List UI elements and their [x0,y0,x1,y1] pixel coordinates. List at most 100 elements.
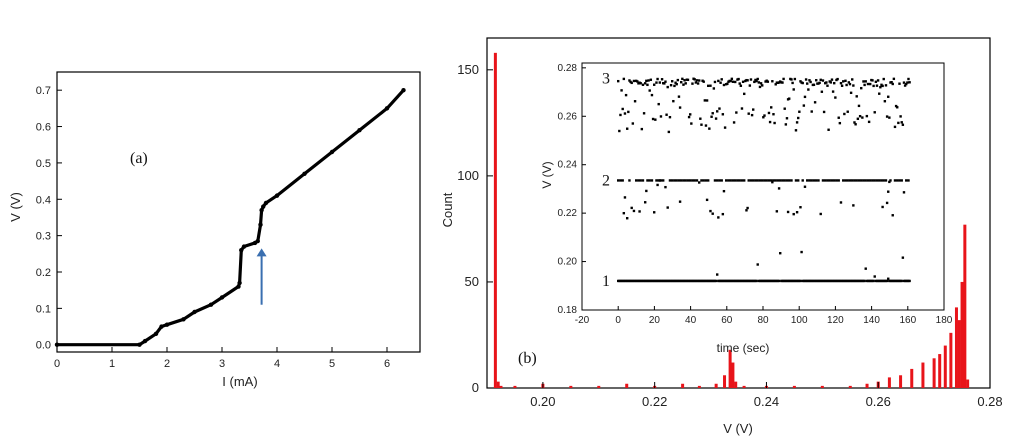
inset-data-point [781,179,784,182]
inset-data-point [624,93,628,97]
inset-data-point [684,179,687,182]
inset-data-point [648,179,651,182]
inset-data-point [716,273,719,276]
panel-a-data-point [181,317,186,322]
panel-b-histogram-bar [569,385,573,388]
inset-data-point [664,185,667,189]
inset-data-point [774,179,777,182]
inset-data-point [785,117,789,120]
inset-data-point [890,81,893,84]
panel-a-data-point [164,322,170,327]
inset-data-point [808,179,811,182]
inset-data-point [838,121,842,125]
inset-data-point [756,77,759,81]
panel-a-data-point [142,338,148,344]
inset-data-point [646,179,649,182]
panel-a-data-point [357,127,362,133]
inset-data-point [756,263,759,266]
inset-data-point [740,179,744,182]
inset-data-point [695,179,699,182]
panel-a-y-tick-label: 0.7 [36,85,51,97]
inset-data-point [702,80,705,83]
inset-data-point [731,80,735,83]
panel-a-data-point [153,331,159,337]
inset-data-point [673,179,676,182]
inset-data-point [640,127,644,131]
inset-data-point [799,279,802,283]
inset-data-point [633,100,637,103]
inset-data-point [619,113,622,117]
inset-data-point [781,81,784,84]
inset-data-point [747,112,750,115]
inset-data-point [818,81,821,85]
inset-data-point [907,77,910,81]
inset-data-point [848,82,852,86]
inset-data-point [790,78,793,81]
inset-data-point [843,112,846,116]
inset-data-point [792,88,795,91]
inset-data-point [771,180,774,184]
inset-data-point [810,179,813,182]
panel-a-data-point [261,204,266,209]
inset-data-point [821,79,825,82]
inset-data-point [854,123,857,126]
inset-scatter-points [617,77,911,283]
panel-a-chart: 0 1 2 3 4 5 6 0.0 0.1 0.2 0.3 0.4 0.5 0.6 0.7 (a) I (… [8,71,421,389]
inset-data-point [806,179,809,182]
inset-y-tick-label: 0.26 [558,111,578,122]
inset-data-point [621,179,624,182]
panel-a-y-axis-title: V (V) [8,192,23,222]
inset-data-point [666,206,669,209]
inset-data-point [825,81,828,84]
inset-x-tick-label: 20 [649,315,661,326]
inset-data-point [815,79,818,82]
inset-data-point [666,85,669,89]
panel-b-histogram-bar [681,383,685,388]
inset-data-point [881,205,884,209]
panel-a-y-tick-label: 0.6 [36,122,51,134]
inset-trace-labels: 1 2 3 [602,71,610,290]
inset-data-point [735,111,738,114]
inset-data-point [714,279,718,283]
panel-a-y-tick-label: 0.1 [36,303,51,315]
inset-data-point [705,99,709,102]
inset-data-point [875,179,879,182]
inset-data-point [898,179,901,182]
inset-data-point [749,179,753,182]
inset-data-point [641,83,645,86]
inset-data-point [678,106,682,109]
inset-data-point [675,82,678,86]
inset-data-point [847,81,851,84]
inset-data-point [869,82,872,86]
inset-x-ticks: -20 0 20 40 60 80 100 120 140 160 180 [575,306,953,326]
panel-a-data-point [259,207,264,213]
inset-data-point [620,89,623,92]
panel-a-data-point [329,149,335,155]
inset-data-point [738,82,741,85]
panel-b-histogram-bar [496,381,500,388]
inset-data-point [845,83,848,87]
inset-data-point [734,179,737,182]
inset-chart: 1 2 3 -20 0 20 40 60 80 100 120 140 160 180 0.18 0.20… [540,62,953,355]
inset-data-point [863,83,866,87]
inset-trace-label: 3 [602,71,610,88]
inset-data-point [682,83,685,86]
inset-data-point [810,110,813,113]
inset-data-point [750,113,754,117]
inset-data-point [647,79,650,82]
panel-a-y-tick-label: 0.0 [36,340,51,352]
inset-data-point [768,120,772,124]
inset-data-point [807,88,810,91]
inset-data-point [709,84,712,87]
inset-data-point [900,179,903,182]
panel-a-data-point [274,193,280,198]
inset-data-point [878,92,881,95]
inset-data-point [833,81,836,85]
inset-data-point [641,179,645,182]
inset-data-point [842,179,845,182]
inset-data-point [664,80,667,83]
inset-data-point [833,179,836,182]
inset-data-point [783,107,786,110]
inset-data-point [905,179,908,182]
inset-data-point [754,179,757,182]
